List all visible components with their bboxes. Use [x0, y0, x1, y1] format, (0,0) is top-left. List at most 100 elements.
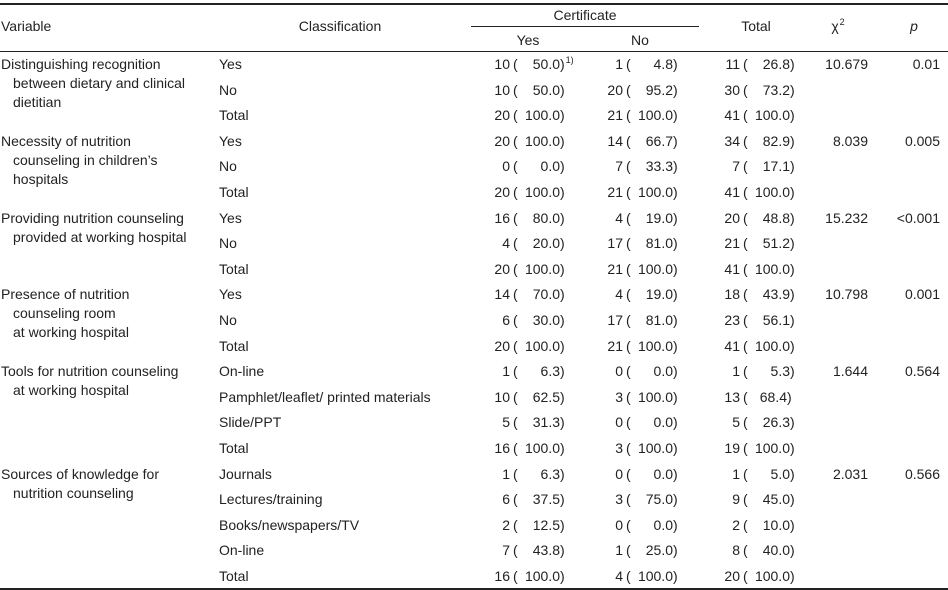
total-paren: ( [743, 388, 748, 405]
total-percent: 100.0 [754, 184, 790, 200]
total-close: ) [790, 81, 795, 98]
total-close: ) [790, 235, 795, 252]
yes-percent: 12.5 [532, 516, 560, 533]
no-paren: ( [626, 440, 631, 456]
no-paren: ( [626, 158, 631, 175]
chi-superscript: 2 [839, 17, 845, 27]
yes-close: ) [560, 414, 565, 431]
yes-percent: 80.0 [532, 209, 560, 226]
yes-count: 20 [494, 184, 510, 200]
row-label: Lectures/training [219, 491, 323, 508]
total-paren: ( [743, 312, 748, 328]
header-chi-square: χ2 [808, 17, 868, 37]
yes-close: ) [560, 363, 565, 380]
row-label: Yes [219, 286, 242, 303]
total-count: 18 [724, 286, 740, 303]
no-close: ) [673, 235, 678, 252]
variable-label: Presence of nutrition [1, 286, 130, 303]
no-paren: ( [626, 235, 631, 252]
yes-close: ) [560, 465, 565, 482]
no-paren: ( [626, 388, 631, 405]
variable-label: counseling in children’s [13, 151, 158, 168]
chi-square-value: 10.798 [825, 286, 868, 303]
total-count: 5 [732, 414, 740, 431]
no-paren: ( [626, 337, 631, 354]
yes-paren: ( [513, 491, 518, 508]
yes-close: ) [560, 312, 565, 328]
yes-close: ) [560, 542, 565, 559]
yes-count: 6 [502, 312, 510, 328]
no-paren: ( [626, 414, 631, 431]
no-count: 17 [607, 235, 623, 252]
yes-paren: ( [513, 286, 518, 303]
no-count: 0 [615, 414, 623, 431]
total-count: 41 [724, 337, 740, 354]
yes-count: 1 [502, 465, 510, 482]
no-percent: 100.0 [637, 260, 673, 277]
p-value: 0.01 [912, 56, 940, 72]
variable-label: Providing nutrition counseling [1, 209, 184, 226]
total-count: 1 [732, 363, 740, 380]
total-percent: 51.2 [762, 235, 790, 252]
total-paren: ( [743, 184, 748, 200]
total-paren: ( [743, 132, 748, 149]
total-count: 20 [724, 209, 740, 226]
yes-percent: 50.0 [532, 81, 560, 98]
total-percent: 5.3 [770, 363, 790, 380]
row-label: Pamphlet/leaflet/ printed materials [219, 388, 431, 405]
no-count: 3 [615, 388, 623, 405]
no-close: ) [673, 337, 678, 354]
no-count: 21 [607, 184, 623, 200]
no-close: ) [673, 286, 678, 303]
total-percent: 100.0 [754, 337, 790, 354]
no-percent: 0.0 [653, 465, 673, 482]
total-close: ) [790, 363, 795, 380]
total-count: 7 [732, 158, 740, 175]
row-label: On-line [219, 363, 265, 380]
total-paren: ( [743, 516, 748, 533]
yes-percent: 30.0 [532, 312, 560, 328]
no-percent: 0.0 [653, 363, 673, 380]
total-paren: ( [743, 81, 748, 98]
no-percent: 100.0 [637, 107, 673, 124]
yes-count: 0 [502, 158, 510, 175]
total-paren: ( [743, 337, 748, 354]
yes-close: ) [560, 568, 565, 584]
no-count: 17 [607, 312, 623, 328]
no-close: ) [673, 312, 678, 328]
total-close: ) [790, 158, 795, 175]
total-paren: ( [743, 260, 748, 277]
total-close: ) [790, 107, 795, 124]
total-percent: 5.0 [770, 465, 790, 482]
yes-paren: ( [513, 235, 518, 252]
no-percent: 100.0 [637, 388, 673, 405]
no-close: ) [673, 414, 678, 431]
row-label: No [219, 235, 237, 252]
yes-count: 20 [494, 132, 510, 149]
total-count: 30 [724, 81, 740, 98]
no-count: 4 [615, 286, 623, 303]
p-value: 0.005 [904, 132, 940, 149]
footnote-marker: 1) [565, 55, 574, 65]
yes-count: 16 [494, 209, 510, 226]
yes-percent: 6.3 [540, 363, 560, 380]
no-paren: ( [626, 81, 631, 98]
yes-paren: ( [513, 542, 518, 559]
no-paren: ( [626, 209, 631, 226]
total-close: ) [790, 491, 795, 508]
total-close: ) [790, 132, 795, 149]
row-label: No [219, 312, 237, 328]
no-paren: ( [626, 542, 631, 559]
no-percent: 81.0 [645, 312, 673, 328]
no-paren: ( [626, 260, 631, 277]
row-label: Yes [219, 132, 242, 149]
yes-paren: ( [513, 209, 518, 226]
total-close: ) [790, 414, 795, 431]
total-paren: ( [743, 209, 748, 226]
yes-percent: 20.0 [532, 235, 560, 252]
total-close: ) [790, 440, 795, 456]
yes-count: 1 [502, 363, 510, 380]
no-count: 21 [607, 107, 623, 124]
yes-paren: ( [513, 363, 518, 380]
no-close: ) [673, 440, 678, 456]
